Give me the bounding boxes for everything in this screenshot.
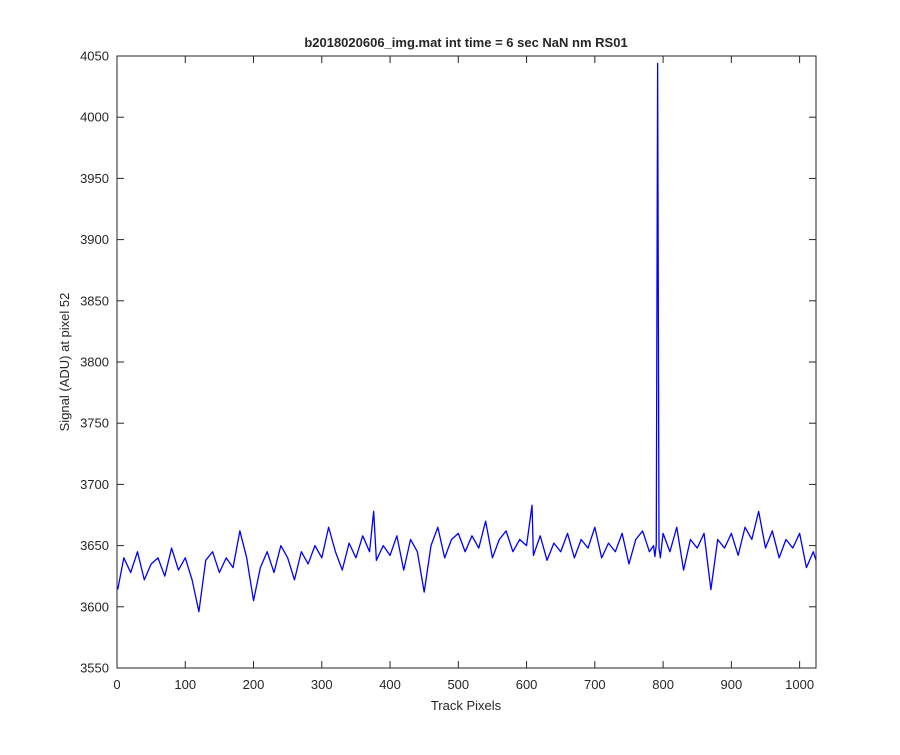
x-tick-label: 1000 <box>785 677 814 692</box>
x-tick-label: 400 <box>379 677 401 692</box>
x-tick-label: 300 <box>311 677 333 692</box>
series-line-0 <box>117 62 817 613</box>
x-tick-label: 800 <box>652 677 674 692</box>
chart-title: b2018020606_img.mat int time = 6 sec NaN… <box>304 35 627 50</box>
x-tick-label: 0 <box>113 677 120 692</box>
y-tick-label: 3600 <box>80 599 109 614</box>
x-axis-label: Track Pixels <box>431 698 502 713</box>
y-tick-label: 3800 <box>80 355 109 370</box>
x-tick-label: 200 <box>243 677 265 692</box>
y-tick-label: 3750 <box>80 416 109 431</box>
y-tick-label: 3700 <box>80 477 109 492</box>
x-tick-label: 700 <box>584 677 606 692</box>
y-tick-label: 3850 <box>80 293 109 308</box>
series-layer <box>117 62 817 613</box>
y-tick-label: 3900 <box>80 232 109 247</box>
y-tick-label: 3550 <box>80 661 109 676</box>
x-tick-label: 100 <box>174 677 196 692</box>
y-tick-label: 3650 <box>80 538 109 553</box>
y-tick-label: 4000 <box>80 110 109 125</box>
x-tick-label: 500 <box>447 677 469 692</box>
x-tick-label: 900 <box>721 677 743 692</box>
tick-layer: 0 100 200 300 400 500 600 700 800 900 1000 3550 3600… <box>80 49 816 692</box>
plot-background <box>117 56 816 668</box>
y-tick-label: 4050 <box>80 49 109 64</box>
y-tick-label: 3950 <box>80 171 109 186</box>
plot-frame <box>116 55 817 669</box>
y-axis-label: Signal (ADU) at pixel 52 <box>57 293 72 432</box>
x-tick-label: 600 <box>516 677 538 692</box>
